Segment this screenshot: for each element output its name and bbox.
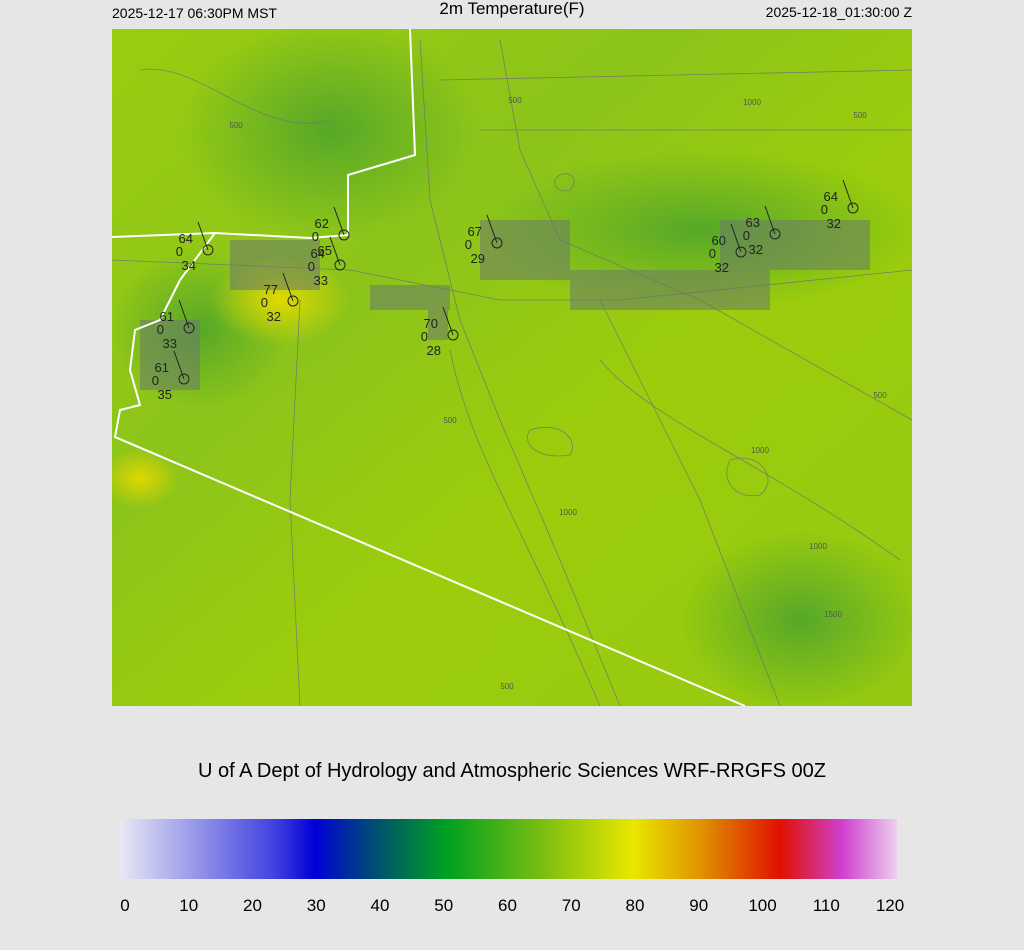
station-dewpoint: 33 [163, 336, 177, 351]
station-dewpoint: 34 [182, 258, 196, 273]
station-pressure: 0 [152, 373, 159, 388]
station-temperature: 60 [712, 233, 726, 248]
contour-label: 1000 [559, 508, 577, 517]
wind-barb [442, 306, 454, 336]
station-pressure: 0 [421, 329, 428, 344]
credit: U of A Dept of Hydrology and Atmospheric… [198, 760, 826, 782]
station-dewpoint: 32 [827, 216, 841, 231]
station-circle [735, 246, 747, 258]
station-pressure: 0 [465, 237, 472, 252]
wind-barb [329, 236, 341, 266]
station-temperature: 77 [264, 282, 278, 297]
station-circle [183, 322, 195, 334]
colorbar-tick-label: 10 [179, 896, 198, 915]
station-circle [287, 295, 299, 307]
contour-label: 500 [500, 682, 514, 691]
valid-local-time: 2025-12-17 06:30PM MST [112, 5, 277, 21]
station-temperature: 62 [315, 216, 329, 231]
station-pressure: 0 [709, 246, 716, 261]
contour-label: 1000 [751, 446, 769, 455]
wind-barb [730, 223, 742, 253]
station-temperature: 64 [311, 246, 325, 261]
station-pressure: 0 [157, 322, 164, 337]
station-pressure: 0 [176, 244, 183, 259]
station-dewpoint: 29 [471, 251, 485, 266]
wind-barb [282, 272, 294, 302]
station-circle [447, 329, 459, 341]
station-temperature: 67 [468, 224, 482, 239]
station-dewpoint: 32 [267, 309, 281, 324]
station-circle [202, 244, 214, 256]
colorbar-tick-label: 60 [498, 896, 517, 915]
colorbar-tick-label: 50 [434, 896, 453, 915]
station-pressure: 0 [312, 229, 319, 244]
station-temperature: 70 [424, 316, 438, 331]
colorbar-tick-label: 30 [307, 896, 326, 915]
station-circle [338, 229, 350, 241]
colorbar-tick-label: 100 [748, 896, 776, 915]
contour-label: 1000 [809, 542, 827, 551]
contour-label: 500 [853, 111, 867, 120]
wind-barb [197, 221, 209, 251]
station-circle [178, 373, 190, 385]
station-circle [769, 228, 781, 240]
station-dewpoint: 32 [715, 260, 729, 275]
contour-label: 1000 [743, 98, 761, 107]
station-circle [491, 237, 503, 249]
colorbar-tick-label: 0 [120, 896, 129, 915]
contour-label: 1500 [824, 610, 842, 619]
contour-label: 500 [873, 391, 887, 400]
station-temperature: 61 [155, 360, 169, 375]
colorbar-tick-label: 20 [243, 896, 262, 915]
station-temperature: 64 [179, 231, 193, 246]
title: 2m Temperature(F) [439, 0, 584, 18]
colorbar-tick-label: 120 [876, 896, 904, 915]
colorbar-tick-label: 40 [371, 896, 390, 915]
colorbar-tick-label: 70 [562, 896, 581, 915]
colorbar-tick-label: 80 [626, 896, 645, 915]
station-pressure: 0 [308, 259, 315, 274]
colorbar-tick-label: 110 [813, 896, 840, 915]
wind-barb [178, 299, 190, 329]
colorbar-tick-label: 90 [689, 896, 708, 915]
contour-label: 500 [443, 416, 457, 425]
valid-utc-time: 2025-12-18_01:30:00 Z [766, 4, 913, 20]
station-dewpoint: 33 [314, 273, 328, 288]
colorbar [120, 819, 897, 879]
contour-label: 500 [508, 96, 522, 105]
wind-barb [173, 350, 185, 380]
wind-barb [333, 206, 345, 236]
wind-barb [842, 179, 854, 209]
station-dewpoint: 65 [318, 243, 332, 258]
station-temperature: 64 [824, 189, 838, 204]
station-pressure: 0 [821, 202, 828, 217]
station-dewpoint: 32 [749, 242, 763, 257]
wind-barb [486, 214, 498, 244]
station-circle [847, 202, 859, 214]
wind-barb [764, 205, 776, 235]
station-circle [334, 259, 346, 271]
contour-label: 500 [229, 121, 243, 130]
station-dewpoint: 35 [158, 387, 172, 402]
station-temperature: 61 [160, 309, 174, 324]
station-temperature: 63 [746, 215, 760, 230]
map [112, 29, 912, 706]
station-pressure: 0 [261, 295, 268, 310]
station-dewpoint: 28 [427, 343, 441, 358]
station-pressure: 0 [743, 228, 750, 243]
